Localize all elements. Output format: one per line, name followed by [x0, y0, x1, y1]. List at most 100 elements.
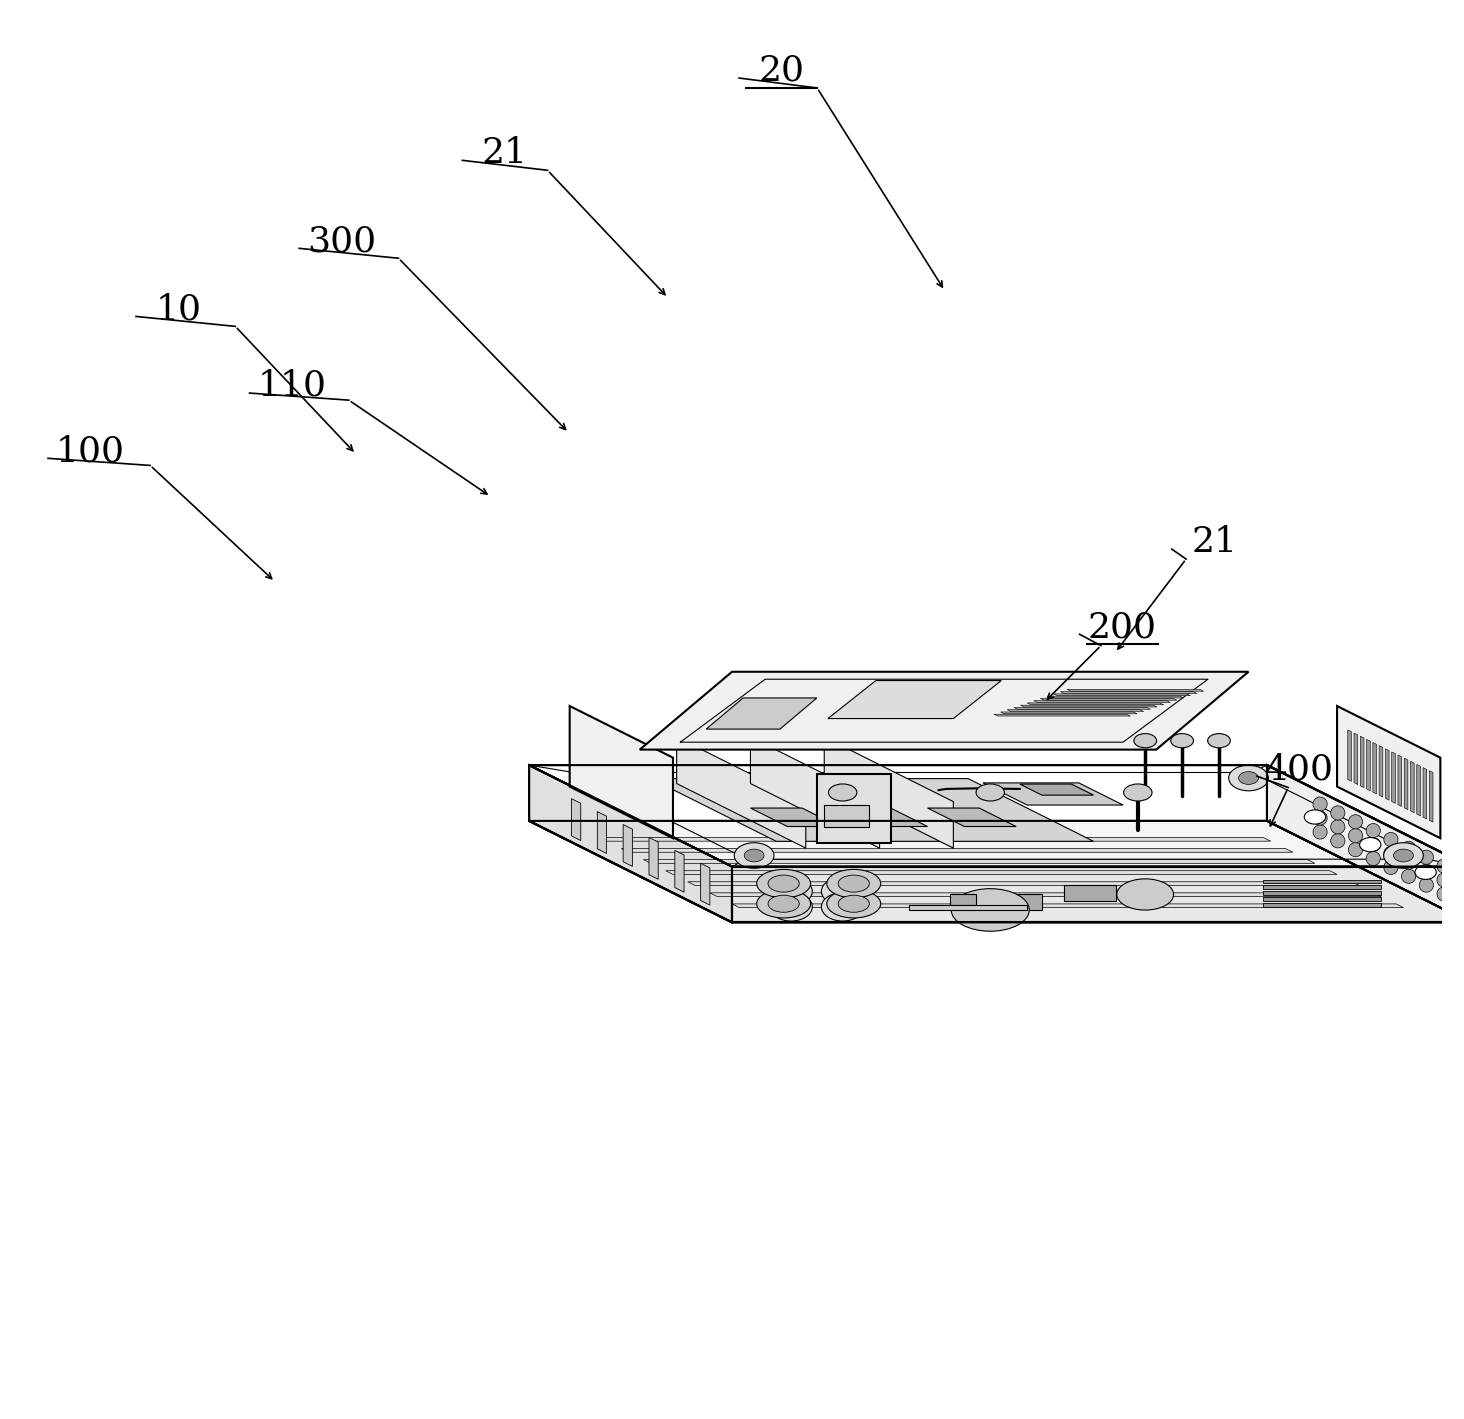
Polygon shape — [529, 820, 1464, 922]
Ellipse shape — [757, 890, 811, 918]
Polygon shape — [644, 860, 1315, 863]
Ellipse shape — [1239, 772, 1259, 785]
Text: 21: 21 — [482, 136, 529, 170]
Ellipse shape — [1208, 734, 1230, 748]
Polygon shape — [1366, 739, 1370, 790]
Polygon shape — [928, 807, 1016, 826]
Polygon shape — [1015, 708, 1151, 710]
Polygon shape — [1263, 902, 1382, 907]
Ellipse shape — [1383, 843, 1423, 868]
Ellipse shape — [1304, 810, 1325, 824]
Polygon shape — [1337, 707, 1441, 839]
Polygon shape — [1263, 880, 1382, 883]
Ellipse shape — [769, 895, 799, 912]
Polygon shape — [621, 849, 1293, 853]
Polygon shape — [649, 837, 659, 880]
Polygon shape — [751, 736, 880, 849]
Ellipse shape — [1419, 850, 1433, 864]
Polygon shape — [1263, 885, 1382, 890]
Polygon shape — [1429, 771, 1433, 822]
Polygon shape — [529, 765, 732, 922]
Polygon shape — [1266, 765, 1464, 922]
Polygon shape — [950, 894, 975, 905]
Polygon shape — [1007, 710, 1143, 711]
Text: 200: 200 — [1088, 610, 1157, 644]
Ellipse shape — [1366, 837, 1381, 851]
Polygon shape — [732, 904, 1404, 908]
Ellipse shape — [1171, 734, 1193, 748]
Polygon shape — [1263, 891, 1382, 895]
Ellipse shape — [1348, 829, 1363, 843]
Polygon shape — [982, 783, 1123, 805]
Ellipse shape — [829, 783, 856, 800]
Polygon shape — [1028, 702, 1164, 705]
Ellipse shape — [580, 765, 619, 790]
Polygon shape — [953, 894, 1042, 910]
Polygon shape — [710, 893, 1382, 897]
Polygon shape — [1067, 690, 1203, 691]
Polygon shape — [1263, 897, 1382, 901]
Polygon shape — [688, 881, 1359, 885]
Ellipse shape — [827, 870, 881, 898]
Ellipse shape — [839, 876, 870, 893]
Text: 10: 10 — [155, 292, 202, 326]
Ellipse shape — [1383, 846, 1398, 860]
Ellipse shape — [1394, 849, 1413, 861]
Polygon shape — [1054, 694, 1190, 695]
Polygon shape — [732, 867, 1464, 922]
Polygon shape — [1060, 691, 1198, 694]
Ellipse shape — [821, 877, 864, 905]
Polygon shape — [599, 837, 1271, 841]
Polygon shape — [597, 812, 606, 853]
Polygon shape — [706, 698, 817, 729]
Polygon shape — [571, 799, 581, 840]
Ellipse shape — [1313, 797, 1328, 812]
Polygon shape — [829, 681, 1001, 718]
Ellipse shape — [1438, 873, 1451, 887]
Text: 20: 20 — [758, 54, 805, 88]
Ellipse shape — [1401, 841, 1416, 856]
Ellipse shape — [1366, 851, 1381, 866]
Ellipse shape — [1348, 815, 1363, 829]
Ellipse shape — [976, 783, 1004, 800]
Polygon shape — [1385, 749, 1389, 800]
Ellipse shape — [1331, 806, 1345, 820]
Polygon shape — [1348, 729, 1351, 782]
Polygon shape — [909, 905, 1028, 910]
Ellipse shape — [589, 772, 609, 785]
Polygon shape — [824, 806, 868, 827]
Ellipse shape — [1401, 868, 1416, 883]
Ellipse shape — [1401, 856, 1416, 870]
Polygon shape — [1398, 755, 1401, 806]
Text: 400: 400 — [1265, 752, 1334, 786]
Ellipse shape — [952, 888, 1029, 931]
Polygon shape — [1020, 705, 1157, 707]
Ellipse shape — [1313, 824, 1328, 839]
Ellipse shape — [1366, 823, 1381, 837]
Polygon shape — [1423, 768, 1427, 819]
Polygon shape — [1410, 762, 1414, 813]
Ellipse shape — [821, 893, 864, 921]
Ellipse shape — [1228, 765, 1268, 790]
Polygon shape — [675, 850, 684, 893]
Polygon shape — [1360, 736, 1364, 788]
Text: 300: 300 — [307, 224, 376, 258]
Polygon shape — [1064, 885, 1116, 901]
Polygon shape — [1404, 758, 1408, 810]
Ellipse shape — [770, 877, 813, 905]
Text: 110: 110 — [258, 369, 326, 403]
Polygon shape — [994, 714, 1130, 717]
Ellipse shape — [1117, 878, 1174, 910]
Polygon shape — [1392, 752, 1395, 803]
Polygon shape — [1417, 765, 1420, 816]
Text: 100: 100 — [56, 434, 124, 468]
Ellipse shape — [757, 870, 811, 898]
Polygon shape — [676, 736, 805, 849]
Polygon shape — [651, 779, 1094, 841]
Polygon shape — [817, 775, 890, 843]
Polygon shape — [839, 807, 928, 826]
Polygon shape — [751, 807, 839, 826]
Ellipse shape — [1331, 820, 1345, 834]
Ellipse shape — [1348, 843, 1363, 857]
Ellipse shape — [1419, 878, 1433, 893]
